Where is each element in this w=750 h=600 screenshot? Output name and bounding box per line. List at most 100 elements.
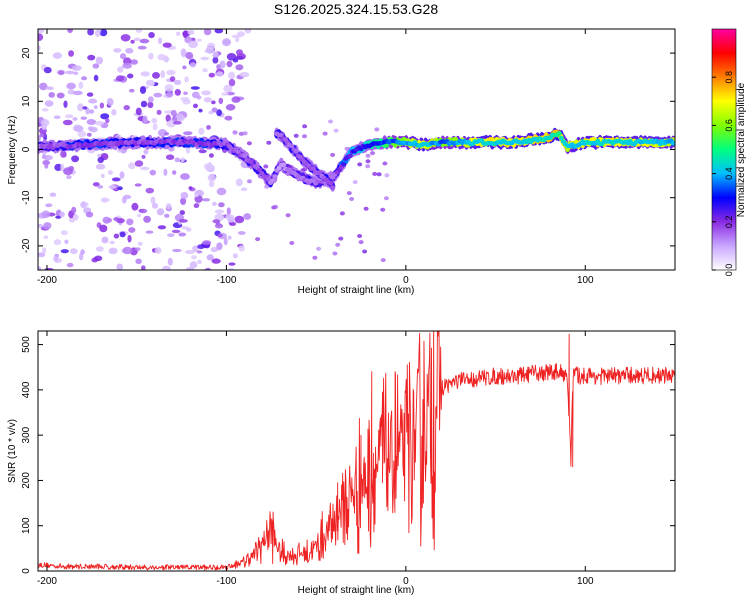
- noise-blob: [99, 102, 105, 109]
- noise-blob: [53, 239, 62, 246]
- noise-blob: [216, 187, 227, 196]
- snr-x-tick-label: 100: [577, 576, 594, 587]
- colorbar-tick-label: 0.4: [724, 167, 734, 180]
- noise-blob: [180, 48, 187, 57]
- heatmap-x-tick-label: -100: [216, 275, 236, 286]
- noise-blob: [179, 219, 188, 223]
- noise-blob: [264, 184, 270, 189]
- noise-blob: [135, 258, 142, 265]
- noise-blob: [214, 209, 224, 214]
- heatmap-frame: [37, 28, 676, 271]
- noise-blob: [380, 207, 386, 212]
- noise-blob: [293, 133, 299, 138]
- snr-y-tick-label: 100: [21, 517, 32, 534]
- noise-blob: [227, 235, 232, 240]
- colorbar: 0.0 0.2 0.4 0.6 0.8 Normalized spectral ampl…: [711, 28, 747, 276]
- noise-blob: [150, 196, 156, 204]
- noise-blob: [130, 59, 139, 65]
- noise-blob: [71, 206, 77, 214]
- noise-blob: [163, 168, 168, 176]
- noise-blob: [238, 245, 245, 252]
- noise-blob: [178, 232, 187, 237]
- noise-blob: [143, 149, 149, 155]
- noise-blob: [322, 131, 328, 136]
- noise-blob: [92, 63, 100, 69]
- noise-blob: [127, 234, 132, 243]
- noise-blob: [212, 51, 219, 58]
- ridge-mark: [347, 153, 353, 159]
- snr-x-axis-label: Height of straight line (km): [298, 585, 415, 596]
- noise-blob: [212, 57, 219, 64]
- noise-blob: [119, 231, 126, 238]
- noise-blob: [149, 169, 156, 176]
- snr-y-axis-label: SNR (10 * v/v): [7, 419, 18, 483]
- noise-blob: [221, 92, 229, 96]
- noise-blob: [235, 178, 243, 187]
- noise-blob: [67, 29, 73, 33]
- noise-blob: [142, 115, 148, 123]
- noise-blob: [330, 152, 336, 157]
- noise-blob: [113, 233, 120, 239]
- branch-mark: [310, 166, 316, 171]
- heatmap-x-tick-label: 0: [403, 275, 409, 286]
- noise-blob: [93, 105, 98, 109]
- noise-blob: [138, 208, 144, 213]
- noise-blob: [219, 60, 226, 69]
- noise-blob: [226, 60, 233, 68]
- noise-blob: [228, 71, 236, 80]
- noise-blob: [225, 104, 236, 111]
- noise-blob: [154, 247, 162, 254]
- noise-blob: [97, 185, 104, 189]
- noise-blob: [43, 222, 52, 230]
- noise-blob: [109, 240, 115, 245]
- noise-blob: [127, 73, 134, 79]
- snr-y-tick-label: 0: [21, 568, 32, 574]
- noise-blob: [370, 151, 375, 156]
- heatmap-x-tick-label: 100: [577, 275, 594, 286]
- noise-blob: [227, 216, 236, 223]
- noise-blob: [152, 72, 160, 79]
- noise-blob: [316, 246, 322, 251]
- noise-blob: [116, 75, 125, 82]
- noise-blob: [255, 237, 261, 242]
- noise-blob: [285, 213, 291, 218]
- noise-blob: [107, 170, 113, 175]
- colorbar-tick-label: 0.6: [724, 119, 734, 132]
- noise-blob: [131, 202, 139, 211]
- noise-blob: [105, 118, 110, 124]
- noise-blob: [173, 121, 182, 125]
- noise-blob: [65, 114, 74, 118]
- noise-blob: [180, 157, 185, 163]
- noise-blob: [223, 84, 233, 93]
- branch-mark: [327, 180, 334, 186]
- noise-blob: [302, 124, 308, 129]
- noise-blob: [158, 37, 163, 45]
- noise-blob: [216, 71, 224, 77]
- noise-blob: [106, 98, 114, 106]
- noise-blob: [232, 130, 238, 135]
- noise-blob: [167, 257, 173, 266]
- snr-y-tick-label: 400: [21, 381, 32, 398]
- noise-blob: [64, 239, 69, 245]
- noise-blob: [162, 42, 172, 48]
- noise-blob: [266, 140, 272, 145]
- noise-blob: [79, 252, 84, 261]
- noise-blob: [43, 155, 53, 161]
- noise-blob: [246, 141, 252, 146]
- noise-blob: [180, 97, 190, 102]
- noise-blob: [71, 155, 80, 163]
- noise-blob: [126, 218, 134, 226]
- noise-blob: [164, 132, 170, 136]
- noise-blob: [59, 211, 65, 218]
- noise-blob: [202, 198, 211, 202]
- noise-blob: [86, 92, 94, 97]
- branch-mark: [317, 170, 323, 175]
- noise-blob: [197, 259, 202, 265]
- noise-blob: [44, 163, 49, 169]
- noise-blob: [78, 81, 84, 89]
- noise-blob: [234, 215, 245, 224]
- noise-blob: [312, 255, 318, 260]
- noise-blob: [94, 29, 101, 37]
- noise-blob: [80, 116, 88, 120]
- noise-blob: [188, 186, 193, 190]
